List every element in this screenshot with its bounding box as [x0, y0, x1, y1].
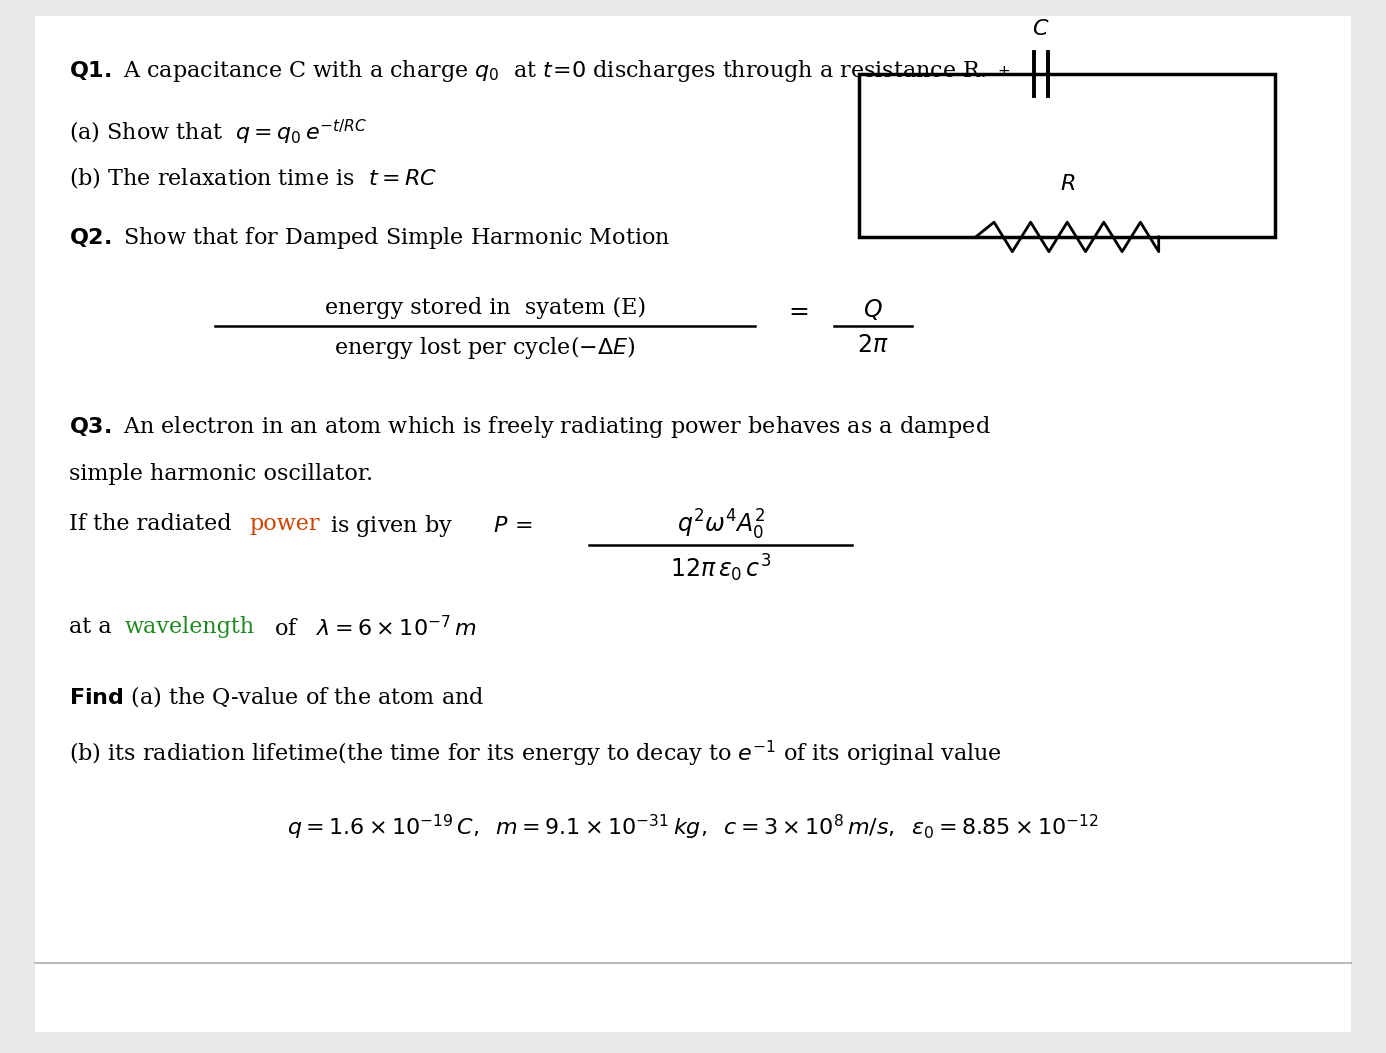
Text: energy stored in  syatem (E): energy stored in syatem (E) [324, 297, 646, 319]
Text: $q^2\omega^4 A_0^2$: $q^2\omega^4 A_0^2$ [676, 508, 765, 541]
Text: $q=1.6\times10^{-19}\,C,\;\;m=9.1\times10^{-31}\,kg,\;\;c=3\times10^{8}\,m/s,\;\: $q=1.6\times10^{-19}\,C,\;\;m=9.1\times1… [287, 813, 1099, 842]
Text: $\mathbf{Q1.}$ A capacitance C with a charge $q_0$  at $t\!=\!0$ discharges thro: $\mathbf{Q1.}$ A capacitance C with a ch… [69, 58, 987, 84]
Text: $Q$: $Q$ [863, 297, 883, 322]
Text: energy lost per cycle($-\Delta E$): energy lost per cycle($-\Delta E$) [334, 334, 636, 361]
Text: (b) its radiation lifetime(the time for its energy to decay to $e^{-1}$ of its o: (b) its radiation lifetime(the time for … [69, 739, 1002, 770]
Text: (b) The relaxation time is  $t = RC$: (b) The relaxation time is $t = RC$ [69, 165, 437, 191]
Text: simple harmonic oscillator.: simple harmonic oscillator. [69, 463, 373, 485]
Text: If the radiated: If the radiated [69, 513, 238, 535]
Text: $\mathbf{Find}$ (a) the Q-value of the atom and: $\mathbf{Find}$ (a) the Q-value of the a… [69, 684, 485, 710]
Text: +: + [997, 64, 1010, 79]
Text: $\mathbf{Q2.}$ Show that for Damped Simple Harmonic Motion: $\mathbf{Q2.}$ Show that for Damped Simp… [69, 225, 671, 252]
Text: at a: at a [69, 616, 119, 638]
Text: (a) Show that  $q = q_0\, e^{-t/RC}$: (a) Show that $q = q_0\, e^{-t/RC}$ [69, 118, 367, 147]
Text: power: power [249, 513, 320, 535]
FancyBboxPatch shape [35, 16, 1351, 1032]
Text: $=$: $=$ [784, 299, 809, 321]
Text: $2\pi$: $2\pi$ [858, 334, 888, 357]
Bar [859, 74, 1275, 237]
Text: $C$: $C$ [1033, 18, 1049, 40]
Text: of   $\lambda = 6\times10^{-7}\,m$: of $\lambda = 6\times10^{-7}\,m$ [267, 616, 477, 641]
Text: wavelength: wavelength [125, 616, 255, 638]
Text: $\mathbf{Q3.}$ An electron in an atom which is freely radiating power behaves as: $\mathbf{Q3.}$ An electron in an atom wh… [69, 414, 991, 440]
Text: is given by      $P\,=$: is given by $P\,=$ [323, 513, 534, 539]
Text: $R$: $R$ [1059, 173, 1076, 195]
Text: $12\pi\,\varepsilon_0\, c^3$: $12\pi\,\varepsilon_0\, c^3$ [669, 553, 772, 584]
